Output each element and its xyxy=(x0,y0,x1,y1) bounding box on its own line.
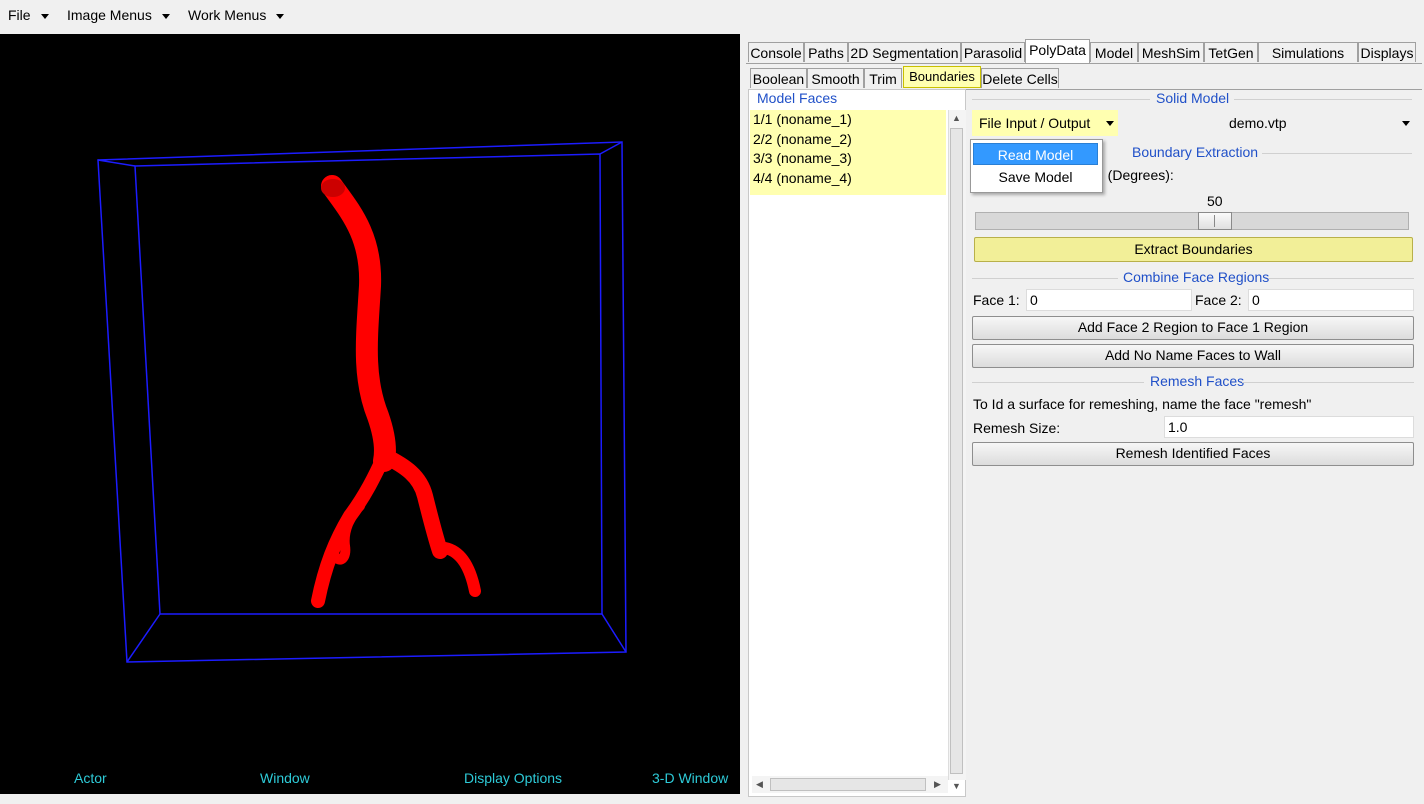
list-item[interactable]: 1/1 (noname_1) xyxy=(753,111,852,127)
tab-console[interactable]: Console xyxy=(748,42,804,62)
extract-boundaries-button[interactable]: Extract Boundaries xyxy=(974,237,1413,262)
sub-tabs: Boolean Smooth Trim Boundaries Delete Ce… xyxy=(750,66,1422,90)
angle-label: n (Degrees): xyxy=(1096,167,1174,183)
chevron-down-icon[interactable] xyxy=(1402,121,1410,126)
tab-displays[interactable]: Displays xyxy=(1358,42,1416,62)
viewer-bottom-bar: Actor Window Display Options 3-D Window xyxy=(0,762,740,794)
tab-tetgen[interactable]: TetGen xyxy=(1204,42,1258,62)
tab-smooth[interactable]: Smooth xyxy=(807,68,864,88)
angle-slider-handle[interactable] xyxy=(1198,212,1232,230)
tab-simulations[interactable]: Simulations xyxy=(1258,42,1358,62)
tab-polydata[interactable]: PolyData xyxy=(1025,39,1090,63)
main-tabs: Console Paths 2D Segmentation Parasolid … xyxy=(748,39,1422,64)
chevron-down-icon xyxy=(276,13,285,19)
3d-viewport[interactable] xyxy=(0,34,740,764)
vessel-model xyxy=(311,175,481,608)
scroll-down-icon[interactable]: ▼ xyxy=(952,781,961,791)
menu-work-label: Work Menus xyxy=(188,7,267,23)
tab-divider xyxy=(746,63,1422,64)
tab-boundaries[interactable]: Boundaries xyxy=(903,66,981,88)
tab-model[interactable]: Model xyxy=(1090,42,1138,62)
menu-image[interactable]: Image Menus xyxy=(67,7,170,23)
menu-work[interactable]: Work Menus xyxy=(188,7,285,23)
display-options-button[interactable]: Display Options xyxy=(464,770,563,786)
remesh-size-input[interactable]: 1.0 xyxy=(1164,416,1414,438)
menu-file-label: File xyxy=(8,7,31,23)
file-io-label: File Input / Output xyxy=(979,115,1091,131)
face2-input[interactable]: 0 xyxy=(1248,289,1414,311)
tab-trim[interactable]: Trim xyxy=(864,68,902,88)
face1-label: Face 1: xyxy=(973,292,1020,308)
menubar: File Image Menus Work Menus xyxy=(0,0,1424,32)
add-face2-to-face1-button[interactable]: Add Face 2 Region to Face 1 Region xyxy=(972,316,1414,340)
remesh-identified-faces-button[interactable]: Remesh Identified Faces xyxy=(972,442,1414,466)
list-item[interactable]: 2/2 (noname_2) xyxy=(753,131,852,147)
model-faces-title: Model Faces xyxy=(757,90,838,106)
3d-window-button[interactable]: 3-D Window xyxy=(652,770,729,786)
tab-meshsim[interactable]: MeshSim xyxy=(1138,42,1204,62)
face2-label: Face 2: xyxy=(1195,292,1242,308)
tab-paths[interactable]: Paths xyxy=(804,42,848,62)
tab-boolean[interactable]: Boolean xyxy=(750,68,807,88)
group-line xyxy=(1262,153,1412,154)
boundary-extraction-title: Boundary Extraction xyxy=(1132,144,1259,160)
model-faces-list[interactable]: 1/1 (noname_1) 2/2 (noname_2) 3/3 (nonam… xyxy=(750,110,946,195)
3d-scene xyxy=(97,141,627,663)
face1-input[interactable]: 0 xyxy=(1026,289,1192,311)
chevron-down-icon xyxy=(1106,121,1114,126)
combine-face-regions-title: Combine Face Regions xyxy=(1123,269,1270,285)
chevron-down-icon xyxy=(161,13,170,19)
group-line xyxy=(1234,99,1412,100)
menu-file[interactable]: File xyxy=(8,7,49,23)
tab-2d-segmentation[interactable]: 2D Segmentation xyxy=(848,42,961,62)
faces-horizontal-scroll-thumb[interactable] xyxy=(770,778,926,791)
angle-slider[interactable] xyxy=(975,212,1409,230)
window-button[interactable]: Window xyxy=(260,770,310,786)
subtab-divider xyxy=(748,89,1422,90)
model-faces-panel xyxy=(748,89,966,797)
list-item[interactable]: 4/4 (noname_4) xyxy=(753,170,852,186)
angle-value: 50 xyxy=(1207,193,1223,209)
tab-parasolid[interactable]: Parasolid xyxy=(961,42,1025,62)
tab-delete-cells[interactable]: Delete Cells xyxy=(981,68,1059,88)
group-line xyxy=(1242,382,1414,383)
scroll-left-icon[interactable]: ◀ xyxy=(756,779,763,789)
list-item[interactable]: 3/3 (noname_3) xyxy=(753,150,852,166)
solid-model-title: Solid Model xyxy=(1156,90,1230,106)
group-line xyxy=(1268,278,1414,279)
chevron-down-icon xyxy=(40,13,49,19)
remesh-instruction: To Id a surface for remeshing, name the … xyxy=(973,396,1312,412)
file-io-popup-menu: Read Model Save Model xyxy=(970,139,1103,193)
remesh-size-label: Remesh Size: xyxy=(973,420,1061,436)
group-line xyxy=(972,382,1144,383)
scroll-right-icon[interactable]: ▶ xyxy=(934,779,941,789)
file-io-menu-button[interactable]: File Input / Output xyxy=(972,110,1118,136)
solid-file-select-value[interactable]: demo.vtp xyxy=(1229,115,1287,131)
menu-image-label: Image Menus xyxy=(67,7,152,23)
bounding-box xyxy=(97,141,627,663)
actor-button[interactable]: Actor xyxy=(74,770,107,786)
scroll-up-icon[interactable]: ▲ xyxy=(952,113,961,123)
faces-vertical-scroll-thumb[interactable] xyxy=(950,128,963,774)
group-line xyxy=(972,278,1118,279)
add-noname-faces-button[interactable]: Add No Name Faces to Wall xyxy=(972,344,1414,368)
group-line xyxy=(972,99,1150,100)
save-model-menu-item[interactable]: Save Model xyxy=(998,169,1073,185)
read-model-menu-item[interactable]: Read Model xyxy=(973,143,1098,165)
remesh-faces-title: Remesh Faces xyxy=(1150,373,1245,389)
